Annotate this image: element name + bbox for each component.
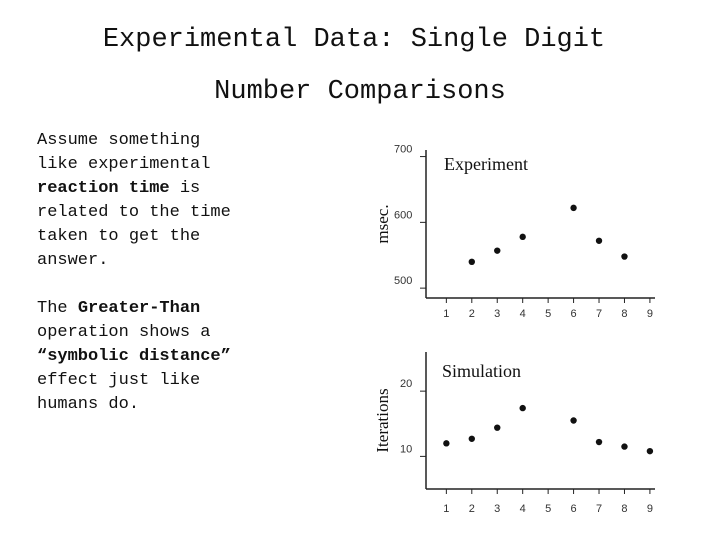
- x-tick-label: 6: [571, 308, 577, 320]
- paragraph-greater-than: The Greater-Than operation shows a “symb…: [37, 297, 231, 417]
- x-tick-label: 2: [469, 308, 475, 320]
- x-tick-label: 5: [545, 308, 551, 320]
- p2-line: humans do.: [37, 395, 140, 414]
- y-axis-label: Iterations: [373, 388, 392, 452]
- chart-title: Simulation: [442, 361, 521, 381]
- p1-line: taken to get the: [37, 227, 201, 246]
- data-point: [519, 404, 526, 412]
- p2-line: The: [37, 299, 78, 318]
- x-tick-label: 1: [443, 308, 449, 320]
- x-tick-label: 9: [647, 308, 653, 320]
- y-tick-label: 600: [394, 209, 412, 221]
- data-point: [468, 258, 475, 266]
- x-tick-label: 3: [494, 308, 500, 320]
- x-tick-label: 7: [596, 503, 602, 515]
- x-tick-label: 1: [443, 503, 449, 515]
- p2-emphasis: “symbolic distance”: [37, 347, 231, 366]
- p1-line: like experimental: [37, 155, 211, 174]
- p1-line: is: [169, 179, 201, 198]
- data-point: [570, 417, 577, 424]
- data-point: [595, 438, 603, 446]
- data-point: [595, 237, 603, 244]
- p1-line: related to the time: [37, 203, 231, 222]
- x-tick-label: 5: [545, 503, 551, 515]
- x-tick-label: 2: [469, 503, 475, 515]
- p1-emphasis: reaction time: [37, 179, 170, 198]
- x-tick-label: 9: [647, 503, 653, 515]
- data-point: [468, 435, 475, 442]
- data-point: [519, 233, 526, 241]
- y-tick-label: 20: [400, 378, 412, 390]
- y-tick-label: 10: [400, 443, 412, 455]
- p2-line: operation shows a: [37, 323, 211, 342]
- data-point: [494, 424, 501, 431]
- x-tick-label: 4: [520, 308, 526, 320]
- x-tick-label: 4: [520, 503, 526, 515]
- p1-line: Assume something: [37, 131, 201, 150]
- slide-title-line-1: Experimental Data: Single Digit: [102, 25, 606, 55]
- y-tick-label: 700: [394, 144, 412, 156]
- x-tick-label: 6: [571, 503, 577, 515]
- x-tick-label: 7: [596, 308, 602, 320]
- p1-line: answer.: [37, 251, 109, 270]
- data-point: [621, 443, 628, 450]
- x-tick-label: 8: [621, 503, 627, 515]
- data-point: [570, 204, 577, 212]
- chart-title: Experiment: [444, 154, 528, 174]
- paragraph-reaction-time: Assume something like experimental react…: [37, 129, 231, 273]
- p2-line: effect just like: [37, 371, 201, 390]
- slide-title-line-2: Number Comparisons: [214, 77, 506, 107]
- x-tick-label: 8: [621, 308, 627, 320]
- p2-emphasis: Greater-Than: [77, 299, 201, 318]
- y-axis-label: msec.: [373, 204, 392, 243]
- y-tick-label: 500: [394, 275, 412, 287]
- data-point: [443, 440, 450, 447]
- data-point: [494, 247, 501, 254]
- data-point: [621, 253, 628, 260]
- x-tick-label: 3: [494, 503, 500, 515]
- data-point: [646, 447, 654, 455]
